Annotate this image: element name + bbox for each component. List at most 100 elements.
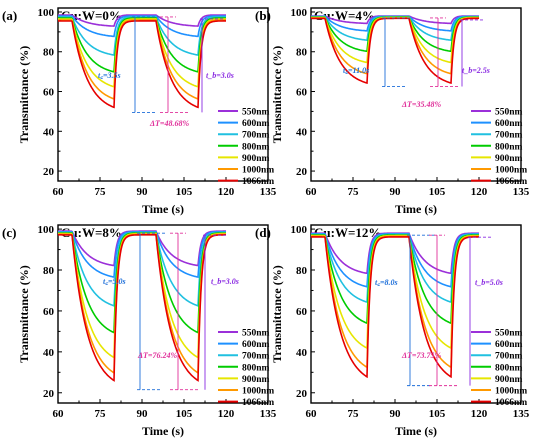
x-tick-label: 120	[218, 408, 235, 420]
y-tick-label: 80	[43, 265, 55, 277]
legend-label: 700nm	[495, 352, 523, 362]
y-axis-title: Transmittance (%)	[270, 265, 284, 362]
x-tick-label: 75	[95, 408, 107, 420]
legend-label: 700nm	[242, 352, 270, 362]
series-line-550nm	[58, 14, 226, 27]
y-tick-label: 20	[43, 388, 55, 400]
legend-label: 600nm	[242, 340, 270, 350]
legend-label: 1000nm	[495, 387, 527, 397]
x-tick-label: 105	[429, 408, 446, 420]
y-tick-label: 100	[291, 7, 308, 19]
legend-label: 900nm	[242, 154, 270, 164]
x-tick-label: 75	[348, 186, 360, 198]
x-tick-label: 120	[471, 408, 488, 420]
delta-label: ΔT=48.68%	[149, 119, 189, 128]
legend-label: 900nm	[495, 375, 523, 385]
panel-label: (b)	[255, 8, 271, 23]
x-axis-title: Time (s)	[142, 424, 184, 438]
x-tick-label: 60	[306, 186, 318, 198]
legend-label: 550nm	[242, 329, 270, 339]
y-tick-label: 100	[38, 7, 55, 19]
x-tick-label: 105	[176, 408, 193, 420]
x-tick-label: 90	[390, 408, 402, 420]
panel-a: 60 75 90 105 120 135 20 40 60 80 100 Time (s) Transm…	[2, 7, 277, 216]
y-axis-title: Transmittance (%)	[17, 46, 31, 143]
series-line-1066nm	[58, 234, 226, 382]
legend-label: 600nm	[495, 340, 523, 350]
legend-label: 550nm	[242, 108, 270, 118]
x-tick-label: 75	[95, 186, 107, 198]
x-tick-label: 90	[137, 408, 149, 420]
x-tick-label: 90	[137, 186, 149, 198]
delta-label: ΔT=76.24%	[137, 351, 177, 360]
plot-frame	[57, 7, 269, 182]
x-tick-label: 60	[53, 186, 65, 198]
x-tick-label: 135	[513, 186, 530, 198]
y-tick-label: 20	[296, 166, 308, 178]
y-axis-title: Transmittance (%)	[270, 46, 284, 143]
curves	[311, 232, 479, 379]
legend-label: 600nm	[495, 119, 523, 129]
tc-label: t꜀=3.5s	[98, 71, 121, 80]
panel-label: (d)	[255, 225, 271, 240]
tb-label: t_b=2.5s	[462, 66, 490, 75]
panel-c: 60 75 90 105 120 135 20 40 60 80 100 Time (s) Transm…	[2, 224, 277, 438]
tc-label: t꜀=5.0s	[103, 277, 126, 286]
legend-label: 1066nm	[495, 398, 527, 408]
curves	[58, 14, 227, 109]
panel-title: Cu:W=0%	[61, 8, 122, 23]
panel-title: Cu:W=12%	[314, 225, 381, 240]
x-axis-title: Time (s)	[142, 202, 184, 216]
curves	[311, 13, 480, 85]
series-line-800nm	[58, 17, 227, 73]
y-tick-label: 40	[296, 126, 308, 138]
x-axis-title: Time (s)	[395, 202, 437, 216]
x-tick-label: 60	[53, 408, 65, 420]
legend-label: 600nm	[242, 119, 270, 129]
curves	[58, 230, 226, 382]
legend-label: 1066nm	[242, 177, 274, 187]
legend-label: 700nm	[242, 131, 270, 141]
y-tick-label: 80	[296, 47, 308, 59]
y-tick-label: 40	[43, 347, 55, 359]
panel-label: (c)	[2, 225, 16, 240]
plot-frame	[57, 224, 269, 404]
y-tick-label: 40	[43, 126, 55, 138]
y-tick-label: 20	[296, 388, 308, 400]
y-tick-label: 20	[43, 166, 55, 178]
y-tick-label: 40	[296, 347, 308, 359]
tb-label: t_b=3.0s	[206, 71, 234, 80]
legend-label: 1000nm	[495, 166, 527, 176]
legend-label: 1000nm	[242, 166, 274, 176]
delta-label: ΔT=73.75%	[401, 351, 441, 360]
plot-frame	[310, 224, 522, 404]
panel-b: 60 75 90 105 120 135 20 40 60 80 100 Time (s) Transm…	[255, 7, 530, 216]
y-tick-label: 100	[38, 224, 55, 236]
legend-label: 1066nm	[242, 398, 274, 408]
legend-label: 1066nm	[495, 177, 527, 187]
y-tick-label: 60	[296, 87, 308, 99]
legend-label: 1000nm	[242, 387, 274, 397]
x-tick-label: 105	[176, 186, 193, 198]
x-tick-label: 120	[471, 186, 488, 198]
x-tick-label: 120	[218, 186, 235, 198]
panel-d: 60 75 90 105 120 135 20 40 60 80 100 Time (s) Transm…	[255, 224, 530, 438]
y-tick-label: 80	[296, 265, 308, 277]
y-tick-label: 60	[43, 306, 55, 318]
legend-label: 900nm	[242, 375, 270, 385]
y-axis-title: Transmittance (%)	[17, 265, 31, 362]
y-tick-label: 60	[43, 87, 55, 99]
x-tick-label: 135	[513, 408, 530, 420]
legend-label: 900nm	[495, 154, 523, 164]
tb-label: t_b=5.0s	[475, 278, 503, 287]
panel-title: Cu:W=8%	[61, 225, 122, 240]
legend-label: 800nm	[495, 363, 523, 373]
x-tick-label: 135	[260, 186, 277, 198]
series-line-1066nm	[311, 236, 479, 379]
x-tick-label: 90	[390, 186, 402, 198]
x-tick-label: 105	[429, 186, 446, 198]
series-line-700nm	[58, 16, 226, 56]
legend-label: 800nm	[242, 142, 270, 152]
series-line-1066nm	[58, 20, 226, 109]
legend-label: 550nm	[495, 108, 523, 118]
